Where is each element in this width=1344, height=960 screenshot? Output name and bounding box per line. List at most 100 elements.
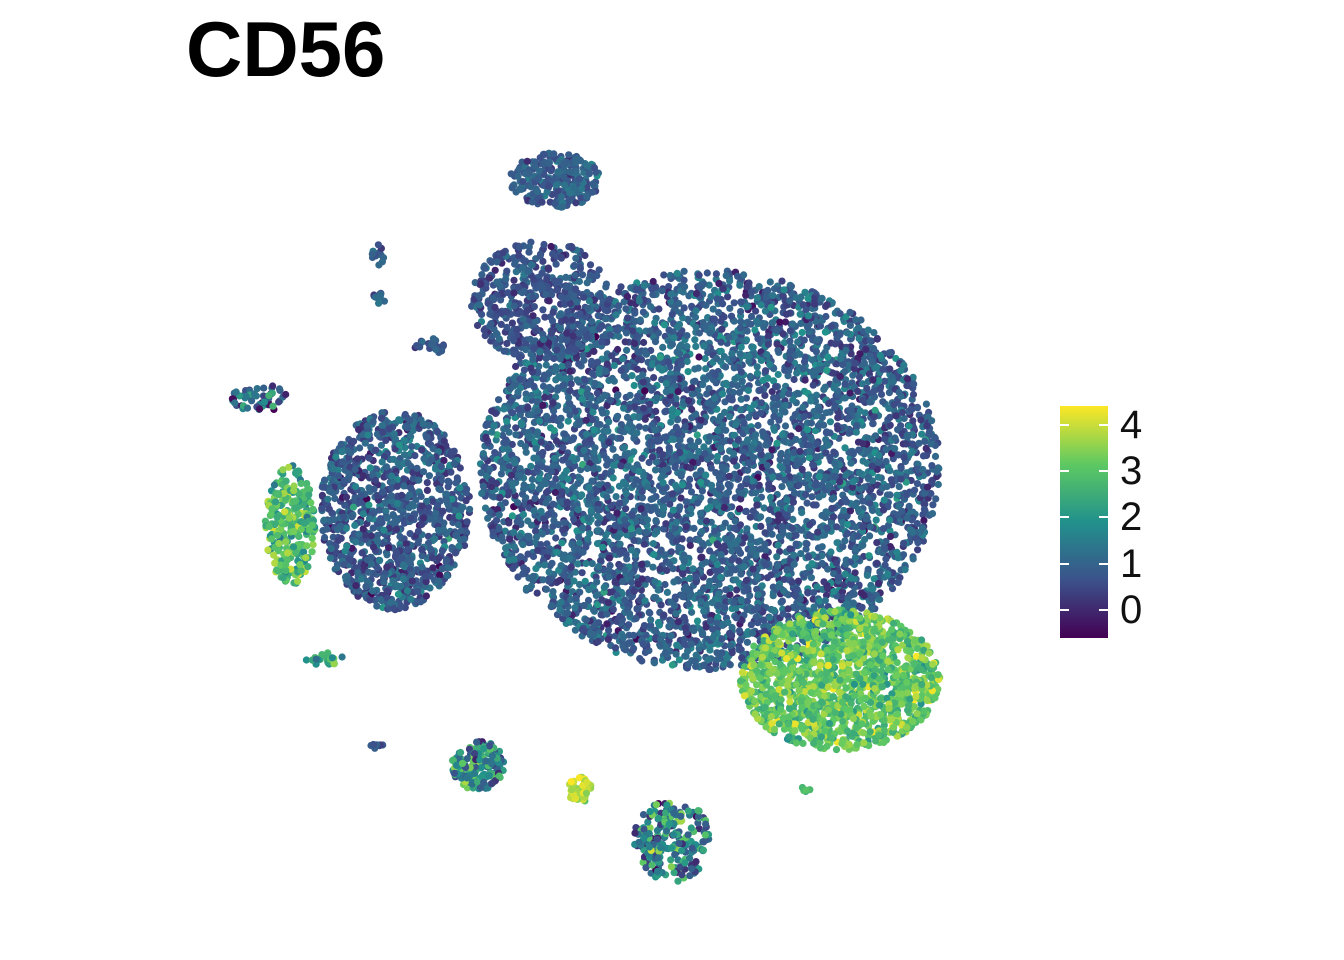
data-point: [872, 516, 880, 524]
data-point: [584, 596, 593, 605]
data-point: [671, 463, 679, 471]
data-point: [792, 604, 801, 613]
data-point: [624, 314, 632, 322]
data-point: [479, 482, 487, 490]
data-point: [842, 346, 850, 355]
data-point: [738, 489, 746, 497]
data-point: [756, 386, 765, 394]
data-point: [732, 614, 740, 622]
data-point: [660, 505, 668, 513]
data-point: [517, 439, 525, 448]
data-point: [818, 294, 826, 302]
data-point: [558, 362, 566, 370]
data-point: [843, 329, 851, 337]
data-point: [481, 504, 490, 512]
data-point: [721, 603, 729, 612]
data-point: [830, 494, 838, 502]
data-point: [786, 337, 794, 345]
data-point: [825, 399, 833, 408]
data-point: [746, 513, 754, 521]
data-point: [890, 400, 898, 409]
data-point: [922, 444, 930, 452]
data-point: [887, 476, 896, 484]
data-point: [725, 394, 733, 402]
data-point: [593, 578, 601, 586]
data-point: [603, 610, 611, 618]
data-point: [745, 352, 753, 360]
data-point: [879, 365, 887, 373]
data-point: [707, 453, 715, 461]
data-point: [667, 290, 675, 298]
data-point: [792, 435, 800, 444]
data-point: [688, 390, 696, 398]
data-point: [609, 445, 617, 453]
data-point: [913, 404, 922, 412]
data-point: [692, 307, 700, 315]
data-point: [646, 327, 655, 335]
data-point: [590, 448, 598, 456]
data-point: [808, 493, 816, 501]
data-point: [751, 326, 759, 334]
data-point: [522, 494, 530, 502]
data-point: [727, 511, 735, 519]
data-point: [579, 524, 587, 532]
data-point: [885, 404, 893, 412]
data-point: [722, 379, 730, 387]
data-point: [634, 605, 642, 613]
data-point: [715, 473, 723, 481]
data-point: [544, 444, 552, 452]
data-point: [594, 519, 602, 527]
data-point: [636, 655, 644, 663]
data-point: [564, 361, 573, 369]
data-point: [841, 367, 849, 376]
data-point: [851, 546, 860, 554]
data-point: [565, 394, 573, 402]
data-point: [503, 417, 511, 425]
data-point: [583, 464, 591, 473]
data-point: [780, 286, 788, 294]
data-point: [812, 348, 821, 356]
data-point: [493, 479, 501, 488]
data-point: [820, 421, 828, 429]
data-point: [688, 405, 696, 414]
data-point: [749, 343, 757, 351]
data-point: [692, 573, 700, 581]
data-point: [744, 386, 753, 394]
data-point: [809, 461, 818, 469]
data-point: [613, 392, 622, 400]
data-point: [719, 390, 727, 398]
data-point: [686, 475, 694, 483]
data-point: [859, 457, 867, 465]
data-point: [766, 505, 774, 514]
data-point: [639, 308, 648, 316]
data-point: [688, 608, 696, 616]
data-point: [715, 417, 723, 425]
data-point: [882, 555, 890, 563]
data-point: [737, 395, 745, 403]
data-point: [570, 434, 578, 442]
data-point: [748, 545, 757, 553]
data-point: [686, 574, 694, 583]
data-point: [580, 446, 588, 455]
data-point: [558, 473, 566, 482]
data-point: [778, 597, 787, 605]
data-point: [657, 601, 665, 609]
data-point: [622, 305, 630, 313]
data-point: [662, 407, 670, 415]
data-point: [545, 383, 553, 392]
data-point: [680, 613, 688, 622]
data-point: [778, 277, 786, 285]
data-point: [782, 310, 791, 318]
data-point: [505, 428, 513, 436]
data-point: [737, 298, 745, 306]
data-point: [542, 488, 551, 497]
data-point: [682, 523, 690, 531]
data-point: [804, 294, 812, 303]
data-point: [564, 417, 572, 425]
data-point: [787, 505, 795, 514]
data-point: [609, 461, 618, 469]
data-point: [684, 660, 693, 668]
data-point: [675, 656, 684, 664]
data-point: [522, 395, 530, 403]
data-point: [560, 519, 568, 527]
